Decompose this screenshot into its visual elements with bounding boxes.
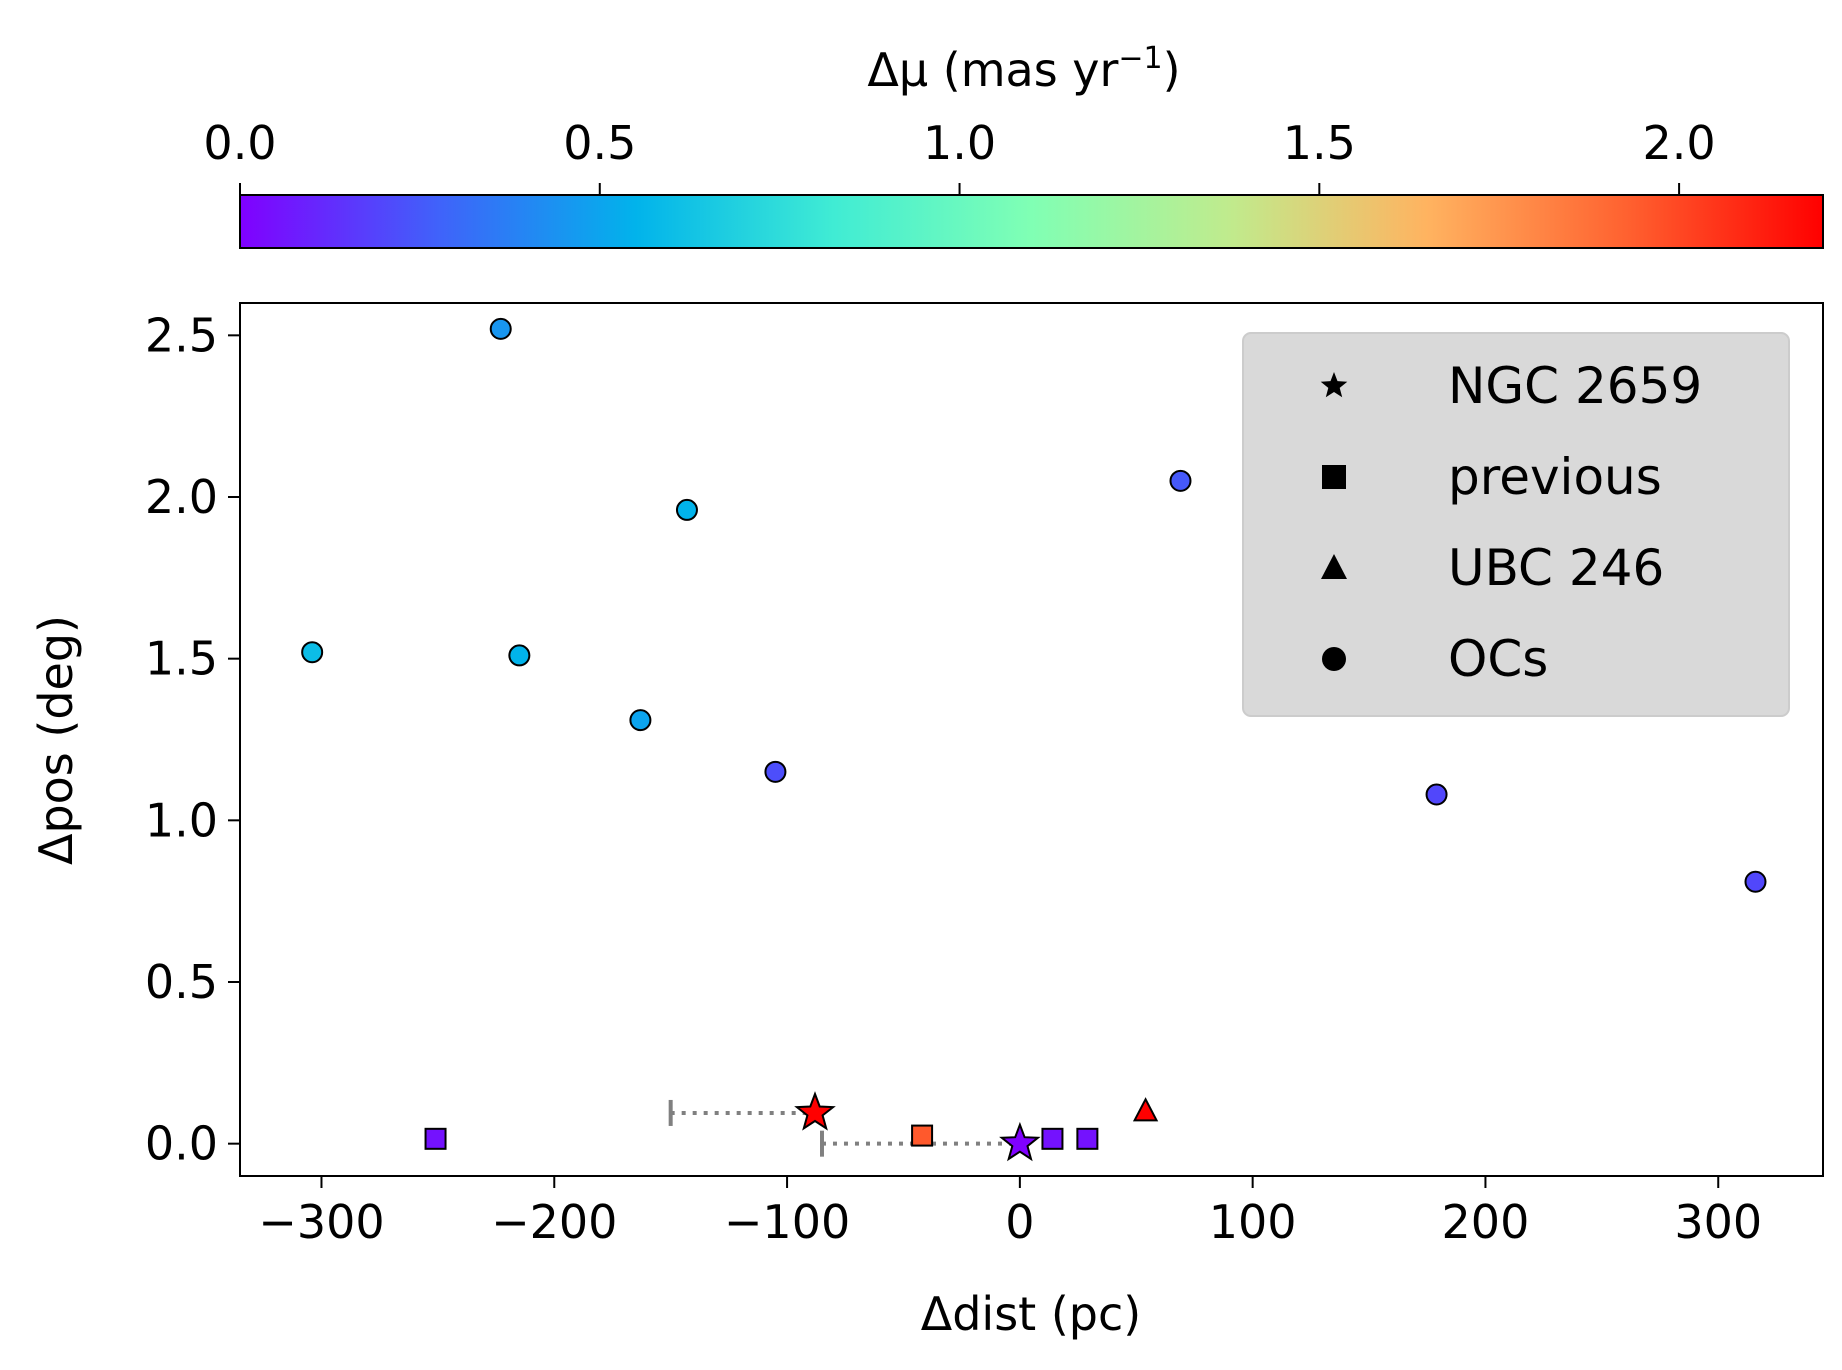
- colorbar-ticks: 0.0 0.5 1.0 1.5 2.0: [203, 116, 1716, 195]
- x-tick-label: 0: [1005, 1195, 1034, 1249]
- legend-entry: UBC 246: [1321, 539, 1664, 597]
- legend-entry: OCs: [1322, 630, 1548, 688]
- star-point: [999, 1121, 1041, 1162]
- legend-label: UBC 246: [1448, 539, 1664, 597]
- legend: NGC 2659 previous UBC 246 OCs: [1242, 332, 1790, 717]
- square-point: [1076, 1127, 1099, 1150]
- y-tick-label: 1.5: [145, 632, 218, 686]
- circle-point: [675, 498, 698, 521]
- colorbar-tick-label: 2.0: [1643, 116, 1716, 170]
- colorbar-tick-label: 0.0: [203, 116, 276, 170]
- legend-circle-marker: [1322, 647, 1346, 671]
- x-axis-ticks: −300 −200 −100 0 100 200 300: [258, 1176, 1762, 1249]
- triangle-point: [1132, 1097, 1159, 1122]
- legend-triangle-marker: [1321, 554, 1347, 579]
- x-tick-label: 200: [1442, 1195, 1530, 1249]
- circle-point: [1744, 870, 1767, 893]
- circle-point: [301, 641, 324, 664]
- legend-label: NGC 2659: [1448, 357, 1702, 415]
- colorbar-gradient: [239, 194, 1824, 249]
- y-tick-label: 2.0: [145, 470, 218, 524]
- x-tick-label: −100: [724, 1195, 850, 1249]
- x-tick-label: −300: [258, 1195, 384, 1249]
- legend-frame: [1242, 332, 1790, 717]
- x-tick-label: 300: [1674, 1195, 1762, 1249]
- y-tick-label: 0.0: [145, 1117, 218, 1171]
- square-point: [911, 1124, 934, 1147]
- colorbar-tick-label: 1.5: [1283, 116, 1356, 170]
- square-point: [424, 1127, 447, 1150]
- star-point: [794, 1091, 836, 1131]
- colorbar-label: Δμ (mas yr−1): [867, 41, 1180, 97]
- legend-entry: previous: [1322, 448, 1662, 506]
- circle-point: [629, 709, 652, 732]
- colorbar-tick-label: 1.0: [923, 116, 996, 170]
- y-tick-label: 0.5: [145, 955, 218, 1009]
- y-axis-ticks: 0.0 0.5 1.0 1.5 2.0 2.5: [145, 308, 240, 1171]
- y-tick-label: 1.0: [145, 793, 218, 847]
- square-point: [1041, 1127, 1064, 1150]
- legend-star-marker: [1320, 372, 1348, 398]
- circle-point: [489, 317, 512, 340]
- colorbar-tick-label: 0.5: [563, 116, 636, 170]
- plot-area: −300 −200 −100 0 100 200 300 0.0 0.5 1.0 1.5 2.0 2.…: [29, 302, 1824, 1341]
- legend-square-marker: [1322, 465, 1346, 489]
- y-tick-label: 2.5: [145, 308, 218, 362]
- circle-point: [764, 760, 787, 783]
- circle-point: [1425, 783, 1448, 806]
- data-points: [301, 317, 1767, 1162]
- circle-point: [508, 644, 531, 667]
- colorbar-label-superscript: −1: [1118, 41, 1162, 76]
- connectors: [668, 1099, 1020, 1157]
- legend-entry: NGC 2659: [1320, 357, 1702, 415]
- x-tick-label: 100: [1209, 1195, 1297, 1249]
- legend-label: OCs: [1448, 630, 1548, 688]
- x-axis-label: Δdist (pc): [921, 1287, 1141, 1341]
- legend-label: previous: [1448, 448, 1662, 506]
- x-tick-label: −200: [491, 1195, 617, 1249]
- circle-point: [1169, 469, 1192, 492]
- y-axis-label: Δpos (deg): [29, 615, 83, 865]
- colorbar: Δμ (mas yr−1) 0.0 0.5 1.0 1.5 2.0: [203, 41, 1824, 249]
